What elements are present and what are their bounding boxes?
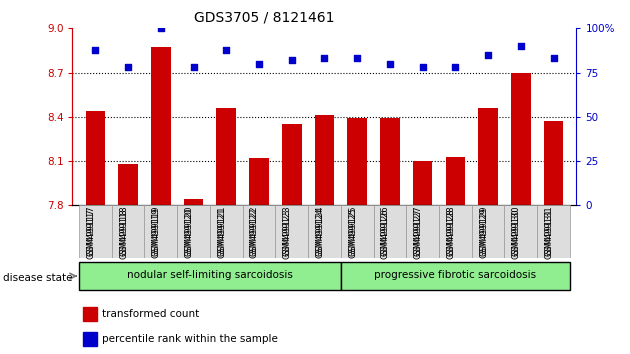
Bar: [505, 205, 537, 258]
Point: [516, 43, 526, 49]
Bar: [217, 108, 236, 205]
Text: GSM499125: GSM499125: [348, 208, 357, 258]
Text: GSM499124: GSM499124: [316, 205, 324, 256]
Bar: [112, 205, 144, 258]
Text: progressive fibrotic sarcoidosis: progressive fibrotic sarcoidosis: [374, 270, 536, 280]
Bar: [86, 111, 105, 205]
Text: GSM499122: GSM499122: [250, 208, 259, 258]
Bar: [341, 205, 374, 258]
Bar: [413, 161, 432, 205]
Text: GSM499124: GSM499124: [316, 208, 324, 258]
Text: disease state: disease state: [3, 273, 72, 283]
Text: GSM499127: GSM499127: [414, 208, 423, 259]
Text: GSM499119: GSM499119: [152, 208, 161, 258]
Bar: [151, 47, 171, 205]
Bar: [282, 124, 302, 205]
Text: GSM499121: GSM499121: [217, 205, 226, 256]
Text: GSM499121: GSM499121: [217, 208, 226, 258]
Bar: [314, 115, 335, 205]
Bar: [83, 332, 96, 346]
Bar: [347, 118, 367, 205]
Text: GSM499120: GSM499120: [185, 208, 193, 258]
Text: GSM499118: GSM499118: [119, 208, 128, 259]
Point: [319, 56, 329, 61]
Text: GSM499127: GSM499127: [414, 205, 423, 256]
Bar: [83, 307, 96, 321]
Text: GSM499118: GSM499118: [119, 205, 128, 256]
Bar: [445, 156, 465, 205]
Bar: [184, 199, 203, 205]
Text: nodular self-limiting sarcoidosis: nodular self-limiting sarcoidosis: [127, 270, 293, 280]
Bar: [79, 205, 112, 258]
Point: [90, 47, 100, 52]
Text: GSM499131: GSM499131: [544, 205, 554, 256]
Text: GSM499131: GSM499131: [544, 208, 554, 259]
Text: GSM499129: GSM499129: [479, 208, 488, 258]
Point: [418, 64, 428, 70]
Text: GDS3705 / 8121461: GDS3705 / 8121461: [194, 11, 335, 25]
Text: transformed count: transformed count: [101, 309, 199, 319]
Bar: [544, 121, 563, 205]
Bar: [439, 205, 472, 258]
Bar: [478, 108, 498, 205]
Bar: [275, 205, 308, 258]
Bar: [537, 205, 570, 258]
Bar: [210, 205, 243, 258]
Text: GSM499126: GSM499126: [381, 205, 390, 256]
Point: [450, 64, 461, 70]
Text: GSM499128: GSM499128: [447, 205, 455, 256]
Text: GSM499130: GSM499130: [512, 205, 521, 256]
Point: [483, 52, 493, 58]
Bar: [472, 205, 505, 258]
Text: GSM499125: GSM499125: [348, 205, 357, 256]
Point: [549, 56, 559, 61]
Text: GSM499123: GSM499123: [283, 205, 292, 256]
Bar: [374, 205, 406, 258]
Text: GSM499126: GSM499126: [381, 208, 390, 259]
Bar: [308, 205, 341, 258]
Text: GSM499117: GSM499117: [86, 208, 95, 259]
Text: GSM499129: GSM499129: [479, 205, 488, 256]
Bar: [341, 262, 570, 290]
Text: GSM499120: GSM499120: [185, 205, 193, 256]
Bar: [177, 205, 210, 258]
Text: GSM499119: GSM499119: [152, 205, 161, 256]
Point: [156, 25, 166, 31]
Bar: [243, 205, 275, 258]
Bar: [144, 205, 177, 258]
Text: GSM499128: GSM499128: [447, 208, 455, 259]
Point: [221, 47, 231, 52]
Bar: [380, 118, 399, 205]
Text: percentile rank within the sample: percentile rank within the sample: [101, 333, 278, 344]
Bar: [118, 164, 138, 205]
Text: GSM499123: GSM499123: [283, 208, 292, 259]
Bar: [79, 262, 341, 290]
Point: [287, 57, 297, 63]
Text: GSM499117: GSM499117: [86, 205, 95, 256]
Text: GSM499130: GSM499130: [512, 208, 521, 259]
Point: [385, 61, 395, 67]
Bar: [406, 205, 439, 258]
Text: GSM499122: GSM499122: [250, 205, 259, 256]
Bar: [511, 73, 530, 205]
Point: [254, 61, 264, 67]
Point: [352, 56, 362, 61]
Bar: [249, 158, 269, 205]
Point: [188, 64, 198, 70]
Point: [123, 64, 133, 70]
